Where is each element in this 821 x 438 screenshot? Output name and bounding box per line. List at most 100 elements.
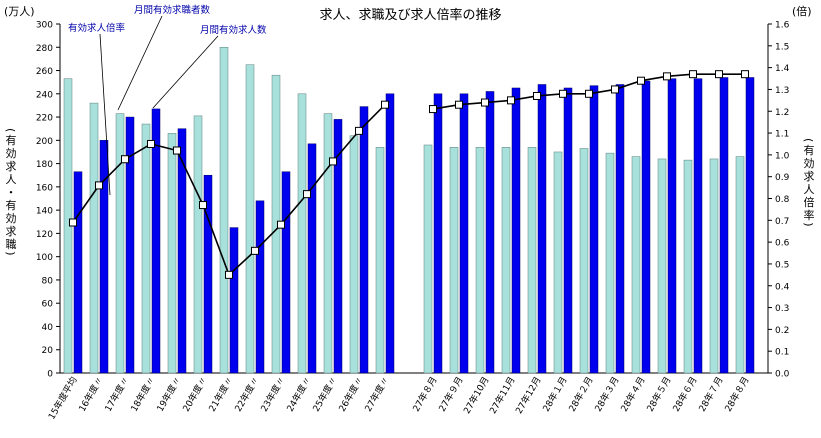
right-tick-label: 1.0 — [775, 151, 790, 161]
job-seekers-bar — [167, 133, 177, 374]
ratio-point — [455, 100, 463, 109]
job-openings-bar — [485, 91, 495, 374]
ratio-point — [611, 85, 619, 94]
annotation-label: 月間有効求職者数 — [134, 4, 211, 16]
ratio-point — [329, 157, 337, 166]
left-unit-label: (万人) — [4, 5, 35, 18]
ratio-point — [277, 220, 285, 229]
job-openings-bar — [359, 106, 369, 374]
left-tick-label: 120 — [36, 230, 53, 240]
job-seekers-bar — [375, 147, 385, 374]
job-seekers-bar — [527, 147, 537, 374]
right-tick-label: 0.3 — [775, 304, 789, 314]
left-tick-label: 280 — [36, 44, 53, 54]
job-seekers-bar — [193, 115, 203, 374]
job-seekers-bar — [219, 47, 229, 374]
right-tick-label: 0.0 — [775, 370, 790, 380]
x-category-label: 22年度〃 — [232, 375, 262, 414]
job-openings-bar — [177, 128, 187, 374]
job-seekers-bar — [423, 144, 433, 374]
x-category-label: 16年度〃 — [76, 375, 106, 414]
job-openings-bar — [667, 78, 677, 374]
x-category-label: 17年度〃 — [102, 375, 132, 414]
job-seekers-bar — [475, 147, 485, 374]
ratio-point — [95, 181, 103, 190]
left-tick-label: 100 — [36, 253, 53, 263]
job-seekers-bar — [323, 113, 333, 374]
left-tick-label: 220 — [36, 114, 53, 124]
job-openings-bar — [307, 143, 317, 374]
ratio-point — [251, 246, 259, 255]
job-openings-bar — [333, 119, 343, 374]
right-tick-label: 0.4 — [775, 282, 790, 292]
x-category-label: 27年度〃 — [362, 375, 392, 414]
job-openings-bar — [385, 93, 395, 374]
job-openings-bar — [745, 77, 755, 374]
right-tick-label: 0.6 — [775, 239, 790, 249]
job-openings-bar — [589, 85, 599, 374]
ratio-point — [533, 91, 541, 100]
job-openings-bar — [229, 227, 239, 374]
left-tick-label: 40 — [42, 323, 54, 333]
job-seekers-bar — [553, 151, 563, 374]
job-seekers-bar — [297, 93, 307, 374]
chart-title: 求人、求職及び求人倍率の推移 — [319, 8, 502, 23]
annotation-leader-line — [99, 33, 111, 196]
left-tick-label: 140 — [36, 207, 53, 217]
job-seekers-bar — [501, 147, 511, 374]
ratio-point — [741, 70, 749, 79]
x-category-label: 28年８月 — [722, 375, 752, 414]
left-tick-label: 0 — [47, 370, 53, 380]
ratio-point — [507, 96, 515, 105]
left-tick-label: 240 — [36, 90, 53, 100]
x-category-label: 28年５月 — [644, 375, 674, 414]
right-tick-label: 0.5 — [775, 260, 789, 270]
ratio-point — [381, 100, 389, 109]
job-seekers-bar — [735, 156, 745, 374]
right-unit-label: (倍) — [792, 5, 812, 18]
left-tick-label: 20 — [42, 346, 54, 356]
x-category-label: 28年７月 — [696, 375, 726, 414]
job-openings-bar — [73, 171, 83, 374]
x-category-label: 28年２月 — [566, 375, 596, 414]
x-category-label: 28年６月 — [670, 375, 700, 414]
annotation-leader-line — [117, 15, 163, 111]
job-openings-bar — [151, 108, 161, 374]
ratio-point — [689, 70, 697, 79]
job-seekers-bar — [89, 102, 99, 374]
left-tick-label: 160 — [36, 183, 53, 193]
ratio-point — [303, 190, 311, 199]
job-openings-bar — [433, 93, 443, 374]
job-seekers-bar — [141, 123, 151, 374]
ratio-point — [637, 76, 645, 85]
right-tick-label: 0.8 — [775, 195, 790, 205]
right-tick-label: 1.3 — [775, 86, 789, 96]
right-tick-label: 0.7 — [775, 217, 789, 227]
right-tick-label: 1.5 — [775, 42, 789, 52]
job-seekers-bar — [579, 148, 589, 374]
left-tick-label: 60 — [42, 300, 54, 310]
job-seekers-bar — [631, 156, 641, 374]
job-seekers-bar — [349, 135, 359, 374]
x-category-label: 21年度〃 — [206, 375, 236, 414]
x-category-label: 23年度〃 — [258, 375, 288, 414]
x-category-label: 20年度〃 — [180, 375, 210, 414]
x-category-label: 25年度〃 — [310, 375, 340, 414]
x-category-label: 24年度〃 — [284, 375, 314, 414]
left-tick-label: 200 — [36, 137, 53, 147]
x-category-label: 27年８月 — [410, 375, 440, 414]
job-openings-bar — [641, 80, 651, 374]
annotation-label: 有効求人倍率 — [68, 22, 126, 34]
job-openings-bar — [203, 174, 213, 374]
right-tick-label: 0.1 — [775, 348, 789, 358]
job-seekers-bar — [245, 64, 255, 374]
ratio-point — [173, 146, 181, 155]
job-openings-bar — [693, 78, 703, 374]
ratio-point — [69, 218, 77, 227]
ratio-point — [481, 98, 489, 107]
job-seekers-bar — [449, 147, 459, 374]
x-category-label: 26年度〃 — [336, 375, 366, 414]
annotation-leader-line — [152, 35, 219, 109]
left-tick-label: 300 — [36, 21, 53, 31]
job-seekers-bar — [605, 152, 615, 374]
